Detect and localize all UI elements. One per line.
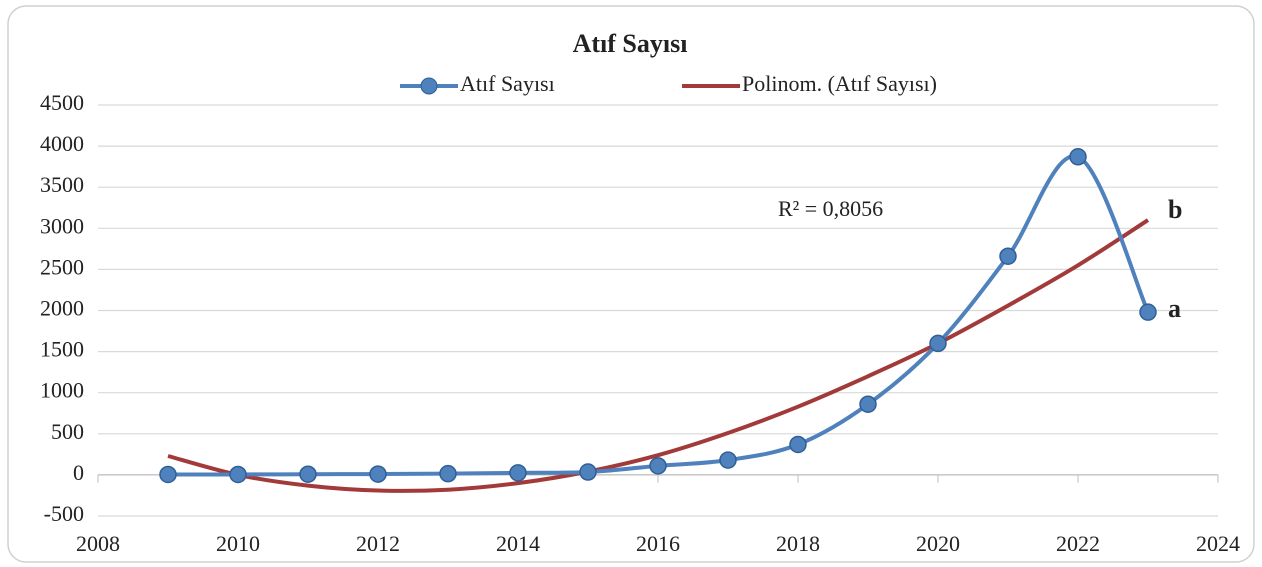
x-tick-label: 2012 [356, 531, 400, 556]
legend-label: Polinom. (Atıf Sayısı) [742, 71, 937, 96]
y-tick-label: 2000 [40, 296, 84, 321]
y-tick-label: 4500 [40, 90, 84, 115]
marker [929, 334, 947, 353]
series-line [167, 154, 1150, 477]
x-tick-label: 2010 [216, 531, 260, 556]
legend-marker [420, 77, 438, 95]
y-tick-label: -500 [44, 501, 84, 526]
series-line [167, 218, 1150, 493]
chart-title: Atıf Sayısı [573, 29, 688, 58]
y-tick-label: 0 [73, 460, 84, 485]
y-tick-label: 1500 [40, 337, 84, 362]
y-tick-label: 500 [51, 419, 84, 444]
marker [159, 465, 177, 484]
y-tick-label: 2500 [40, 254, 84, 279]
x-tick-label: 2022 [1056, 531, 1100, 556]
x-tick-label: 2024 [1196, 531, 1240, 556]
marker [649, 457, 667, 475]
chart-frame [7, 5, 1255, 563]
x-tick-label: 2014 [496, 531, 540, 556]
marker [1139, 303, 1157, 321]
y-tick-label: 1000 [40, 378, 84, 403]
y-tick-label: 3000 [40, 213, 84, 238]
y-tick-label: 3500 [40, 172, 84, 197]
legend-label: Atıf Sayısı [460, 71, 555, 96]
marker [859, 395, 877, 413]
marker [439, 464, 457, 483]
marker [999, 247, 1017, 265]
x-tick-label: 2016 [636, 531, 680, 556]
marker [369, 465, 387, 483]
annotation: a [1168, 294, 1181, 323]
x-tick-label: 2018 [776, 531, 820, 556]
marker [509, 464, 527, 482]
annotation: b [1168, 195, 1182, 224]
y-tick-label: 4000 [40, 131, 84, 156]
marker [299, 465, 317, 483]
annotation: R² = 0,8056 [778, 196, 883, 221]
marker [1069, 148, 1087, 166]
marker [229, 465, 247, 484]
x-tick-label: 2020 [916, 531, 960, 556]
marker [579, 463, 597, 481]
marker [789, 435, 807, 454]
x-tick-label: 2008 [76, 531, 120, 556]
marker [719, 451, 737, 469]
